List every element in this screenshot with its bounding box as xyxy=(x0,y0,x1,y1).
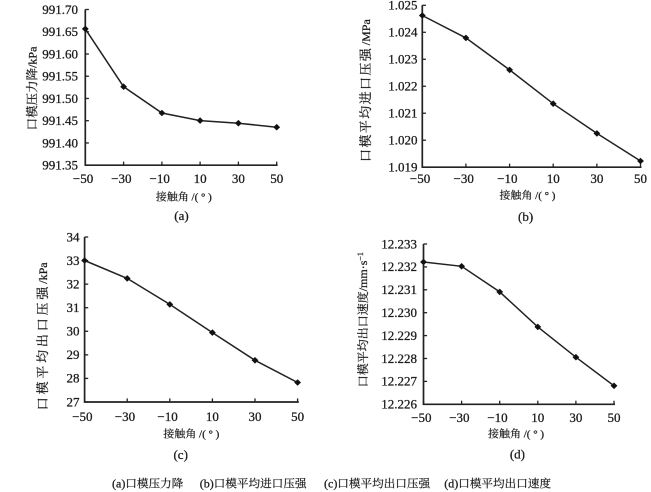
svg-text:−50: −50 xyxy=(410,171,430,186)
svg-text:10: 10 xyxy=(206,409,219,424)
svg-text:33: 33 xyxy=(67,253,80,268)
svg-text:/( ° ): /( ° ) xyxy=(196,429,219,441)
svg-text:12.233: 12.233 xyxy=(381,236,417,251)
svg-text:(a): (a) xyxy=(112,477,125,491)
svg-text:−30: −30 xyxy=(454,171,474,186)
svg-text:30: 30 xyxy=(249,409,262,424)
svg-text:991.40: 991.40 xyxy=(42,135,78,150)
svg-text:12.226: 12.226 xyxy=(381,397,417,412)
svg-text:/( ° ): /( ° ) xyxy=(521,429,544,441)
svg-text:34: 34 xyxy=(67,229,81,244)
svg-text:/MPa: /MPa xyxy=(359,19,373,49)
svg-text:991.70: 991.70 xyxy=(42,2,78,17)
svg-text:12.229: 12.229 xyxy=(381,328,417,343)
svg-text:1.020: 1.020 xyxy=(388,133,417,148)
svg-text:31: 31 xyxy=(67,300,80,315)
svg-text:12.227: 12.227 xyxy=(381,374,417,389)
svg-text:27: 27 xyxy=(67,394,81,409)
svg-text:−10: −10 xyxy=(157,409,177,424)
svg-text:12.232: 12.232 xyxy=(381,259,417,274)
svg-text:1.019: 1.019 xyxy=(388,160,417,175)
svg-text:30: 30 xyxy=(232,171,245,186)
svg-text:28: 28 xyxy=(67,371,80,386)
svg-text:(a): (a) xyxy=(174,208,188,223)
svg-text:50: 50 xyxy=(608,410,621,425)
svg-text:/mm·s: /mm·s xyxy=(356,260,370,291)
svg-text:/kPa: /kPa xyxy=(25,46,39,68)
svg-text:991.65: 991.65 xyxy=(42,24,78,39)
svg-text:29: 29 xyxy=(67,347,80,362)
svg-text:−50: −50 xyxy=(73,171,93,186)
svg-text:991.50: 991.50 xyxy=(42,91,78,106)
svg-text:991.45: 991.45 xyxy=(42,113,78,128)
svg-text:12.230: 12.230 xyxy=(381,305,417,320)
svg-text:/( ° ): /( ° ) xyxy=(189,192,212,204)
svg-text:−1: −1 xyxy=(356,252,365,261)
svg-text:−10: −10 xyxy=(150,171,170,186)
svg-text:−30: −30 xyxy=(111,171,131,186)
svg-text:(c): (c) xyxy=(173,447,187,462)
svg-text:991.60: 991.60 xyxy=(42,46,78,61)
svg-text:12.228: 12.228 xyxy=(381,351,417,366)
svg-text:991.35: 991.35 xyxy=(42,158,78,173)
svg-text:991.55: 991.55 xyxy=(42,69,78,84)
svg-text:50: 50 xyxy=(270,171,283,186)
svg-text:30: 30 xyxy=(67,324,80,339)
svg-text:−30: −30 xyxy=(115,409,135,424)
svg-text:30: 30 xyxy=(569,410,582,425)
svg-text:(d): (d) xyxy=(444,477,458,491)
svg-text:1.021: 1.021 xyxy=(388,106,417,121)
svg-text:12.231: 12.231 xyxy=(381,282,417,297)
svg-text:/( ° ): /( ° ) xyxy=(532,190,555,202)
svg-text:1.022: 1.022 xyxy=(388,79,417,94)
svg-text:−10: −10 xyxy=(487,410,507,425)
svg-text:/kPa: /kPa xyxy=(36,262,50,287)
svg-text:50: 50 xyxy=(634,171,647,186)
svg-text:−50: −50 xyxy=(411,410,431,425)
svg-text:−50: −50 xyxy=(72,409,92,424)
svg-text:10: 10 xyxy=(194,171,207,186)
svg-text:−30: −30 xyxy=(449,410,469,425)
svg-text:1.024: 1.024 xyxy=(388,25,418,40)
svg-text:−10: −10 xyxy=(497,171,517,186)
svg-text:32: 32 xyxy=(67,276,80,291)
svg-text:(b): (b) xyxy=(200,477,214,491)
svg-text:50: 50 xyxy=(291,409,304,424)
svg-text:1.023: 1.023 xyxy=(388,52,417,67)
svg-text:1.025: 1.025 xyxy=(388,0,417,13)
svg-text:10: 10 xyxy=(547,171,560,186)
svg-text:10: 10 xyxy=(531,410,544,425)
svg-text:30: 30 xyxy=(590,171,603,186)
svg-text:(c): (c) xyxy=(324,477,337,491)
svg-text:(b): (b) xyxy=(518,209,533,224)
svg-text:(d): (d) xyxy=(510,447,525,462)
